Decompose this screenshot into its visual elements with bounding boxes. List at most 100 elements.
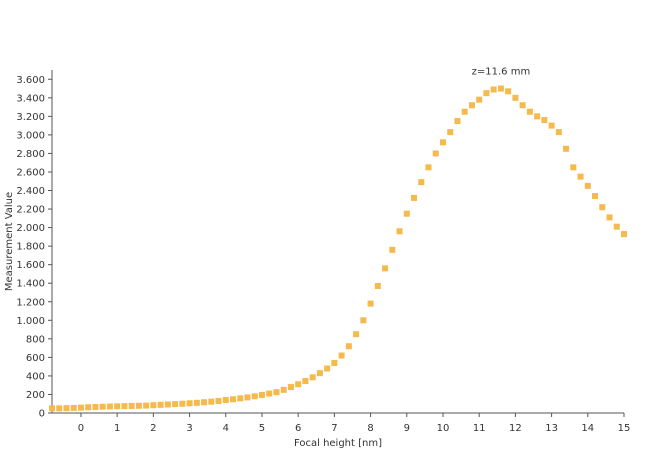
data-point	[425, 164, 432, 171]
data-point	[505, 88, 512, 95]
data-point	[483, 90, 490, 97]
data-point	[251, 393, 258, 400]
y-tick-label: 2.600	[16, 167, 45, 178]
x-tick-label: 9	[404, 423, 410, 434]
data-point	[143, 402, 150, 409]
data-point	[411, 194, 418, 201]
data-point	[584, 182, 591, 189]
y-tick-label: 600	[26, 353, 45, 364]
data-point	[447, 129, 454, 136]
x-tick-label: 5	[259, 423, 265, 434]
data-point	[353, 331, 360, 338]
y-tick-label: 800	[26, 334, 45, 345]
data-point	[244, 394, 251, 401]
data-point	[295, 381, 302, 388]
data-point	[563, 145, 570, 152]
data-point	[461, 108, 468, 115]
data-points	[49, 85, 627, 412]
data-point	[454, 117, 461, 124]
data-point	[85, 404, 92, 411]
data-point	[555, 129, 562, 136]
x-tick-label: 15	[618, 423, 631, 434]
data-point	[621, 231, 627, 238]
data-point	[56, 405, 63, 412]
data-point	[121, 403, 128, 410]
x-tick-label: 14	[581, 423, 594, 434]
y-tick-label: 2.800	[16, 149, 45, 160]
y-tick-label: 2.000	[16, 223, 45, 234]
data-point	[497, 85, 504, 92]
y-tick-label: 3.200	[16, 112, 45, 123]
data-point	[526, 108, 533, 115]
data-point	[150, 402, 157, 409]
y-tick-label: 1.800	[16, 242, 45, 253]
data-point	[599, 204, 606, 211]
data-point	[389, 246, 396, 253]
data-point	[519, 102, 526, 109]
data-point	[179, 400, 186, 407]
data-point	[157, 401, 164, 408]
y-tick-label: 2.400	[16, 186, 45, 197]
data-point	[570, 164, 577, 171]
data-point	[374, 282, 381, 289]
data-point	[439, 139, 446, 146]
data-point	[164, 401, 171, 408]
x-tick-label: 11	[473, 423, 486, 434]
x-tick-label: 8	[367, 423, 373, 434]
x-tick-label: 13	[545, 423, 558, 434]
data-point	[490, 86, 497, 93]
data-point	[280, 386, 287, 393]
data-point	[548, 122, 555, 129]
data-point	[418, 179, 425, 186]
data-point	[172, 401, 179, 408]
data-point	[49, 405, 55, 412]
data-point	[577, 173, 584, 180]
data-point	[215, 397, 222, 404]
data-point	[432, 150, 439, 157]
y-tick-label: 2.200	[16, 205, 45, 216]
x-tick-label: 6	[295, 423, 301, 434]
data-point	[367, 300, 374, 307]
peak-annotation: z=11.6 mm	[472, 67, 531, 78]
y-tick-label: 1.200	[16, 297, 45, 308]
data-point	[309, 374, 316, 381]
x-tick-label: 7	[331, 423, 337, 434]
data-point	[541, 117, 548, 124]
data-point	[208, 398, 215, 405]
data-point	[316, 370, 323, 377]
y-tick-label: 3.000	[16, 130, 45, 141]
data-point	[476, 96, 483, 103]
data-point	[345, 343, 352, 350]
axes: 0 200 400 600 800 1.000 1.200 1.400 1.600 1.800 2.…	[16, 70, 630, 434]
data-point	[230, 396, 237, 403]
data-point	[302, 378, 309, 385]
y-axis-label: Measurement Value	[4, 192, 15, 291]
data-point	[77, 404, 84, 411]
x-tick-label: 12	[509, 423, 522, 434]
labels: Focal height [nm] Measurement Value z=11…	[4, 67, 530, 449]
data-point	[258, 391, 265, 398]
data-point	[266, 390, 273, 397]
data-point	[468, 102, 475, 109]
x-tick-label: 2	[150, 423, 156, 434]
data-point	[613, 223, 620, 230]
data-point	[186, 400, 193, 407]
data-point	[106, 403, 113, 410]
y-tick-label: 1.400	[16, 279, 45, 290]
data-point	[606, 214, 613, 221]
x-tick-label: 0	[78, 423, 84, 434]
data-point	[287, 384, 294, 391]
data-point	[512, 94, 519, 101]
data-point	[222, 397, 229, 404]
data-point	[338, 352, 345, 359]
data-point	[201, 399, 208, 406]
data-point	[135, 402, 142, 409]
data-point	[396, 228, 403, 235]
y-tick-label: 400	[26, 371, 45, 382]
x-tick-label: 1	[114, 423, 120, 434]
y-tick-label: 1.000	[16, 316, 45, 327]
data-point	[273, 389, 280, 396]
x-tick-label: 10	[437, 423, 450, 434]
